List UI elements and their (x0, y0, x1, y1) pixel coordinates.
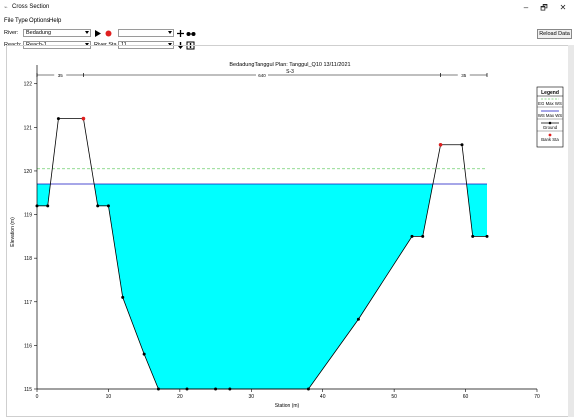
bank-station-point (438, 142, 443, 147)
legend-symbol-3 (548, 133, 552, 137)
chart-subtitle: S-3 (286, 69, 294, 75)
x-tick-label: 50 (391, 394, 397, 400)
x-tick-label: 10 (106, 394, 112, 400)
ground-point (96, 204, 100, 208)
ground-point (471, 234, 475, 238)
ground-point (356, 317, 360, 321)
river-value: Bedadung (26, 30, 52, 36)
y-tick-label: 118 (24, 256, 32, 262)
record-icon (105, 30, 112, 37)
reach-length-label: 35 (58, 73, 64, 78)
window-title: Cross Section (12, 4, 50, 10)
river-label: River: (4, 30, 19, 36)
minimize-button[interactable]: – (523, 3, 529, 12)
reach-length-bg (54, 72, 67, 78)
legend-symbol-2 (541, 121, 559, 125)
x-tick-label: 40 (320, 394, 326, 400)
legend-ground-marker (548, 121, 552, 125)
water-area (466, 184, 487, 237)
ground-point (142, 352, 146, 356)
x-tick-label: 60 (463, 394, 469, 400)
reload-data-button[interactable]: Reload Data (537, 29, 572, 39)
x-tick-label: 0 (36, 394, 39, 400)
app-icon: ⌁ (4, 5, 8, 11)
y-tick-label: 122 (24, 82, 33, 88)
scrollbar[interactable] (568, 45, 574, 417)
x-tick-label: 70 (534, 394, 540, 400)
menu-file[interactable]: File (4, 18, 14, 24)
down-arrow-icon (178, 42, 183, 49)
menu-type[interactable]: Type (15, 18, 29, 24)
y-tick-label: 121 (24, 125, 33, 131)
profile-select[interactable] (118, 29, 174, 37)
reach-length-bg (256, 72, 268, 78)
chevron-down-icon (168, 31, 172, 34)
water-area (37, 184, 51, 206)
play-button[interactable] (93, 29, 102, 38)
ground-point (485, 234, 489, 238)
ground-point (106, 204, 110, 208)
chevron-down-icon (85, 31, 89, 34)
chevron-down-icon (85, 43, 89, 46)
reach-length-label: 640 (258, 73, 266, 78)
add-icon (177, 30, 184, 37)
y-tick-label: 116 (24, 343, 32, 349)
chart-title: BedadungTanggul Plan: Tanggul_Q10 13/11/… (229, 62, 350, 68)
glasses-button[interactable] (186, 29, 196, 38)
river-select[interactable]: Bedadung (23, 29, 91, 37)
title-bar: ⌁ Cross Section – 🗗 ✕ (0, 0, 575, 16)
x-tick-label: 30 (249, 394, 255, 400)
legend-bank-marker (548, 133, 552, 137)
y-tick-label: 120 (24, 169, 33, 175)
maximize-button[interactable]: 🗗 (540, 3, 548, 12)
ground-point (421, 234, 425, 238)
ground-point (460, 143, 464, 147)
y-tick-label: 115 (24, 387, 32, 393)
close-button[interactable]: ✕ (559, 3, 567, 12)
x-axis-label: Station (m) (275, 403, 300, 409)
y-tick-label: 117 (24, 300, 32, 306)
legend-title: Legend (541, 90, 559, 96)
record-button[interactable] (104, 29, 113, 38)
ground-point (46, 204, 50, 208)
y-tick-label: 119 (24, 213, 32, 219)
legend-label: EG Max WS (538, 101, 562, 106)
water-area (94, 184, 433, 389)
legend-label: WS Max WS (538, 113, 562, 118)
add-button[interactable] (176, 29, 185, 38)
play-icon (95, 30, 101, 37)
ground-point (56, 117, 60, 121)
ground-point (410, 234, 414, 238)
ground-point (121, 295, 125, 299)
x-tick-label: 20 (177, 394, 183, 400)
reach-length-label: 35 (461, 73, 467, 78)
glasses-icon (186, 32, 196, 36)
legend-label: Bank Sta (541, 137, 559, 142)
y-axis-label: Elevation (m) (10, 217, 16, 247)
menu-options[interactable]: Options (29, 18, 50, 24)
reach-length-bg (457, 72, 470, 78)
menu-bar: File Type Options Help (0, 16, 575, 27)
legend-label: Ground (543, 125, 558, 130)
next-station-button[interactable] (176, 41, 185, 50)
chevron-down-icon (168, 43, 172, 46)
menu-help[interactable]: Help (49, 18, 62, 24)
bank-station-point (81, 116, 86, 121)
legend-box (536, 86, 564, 148)
